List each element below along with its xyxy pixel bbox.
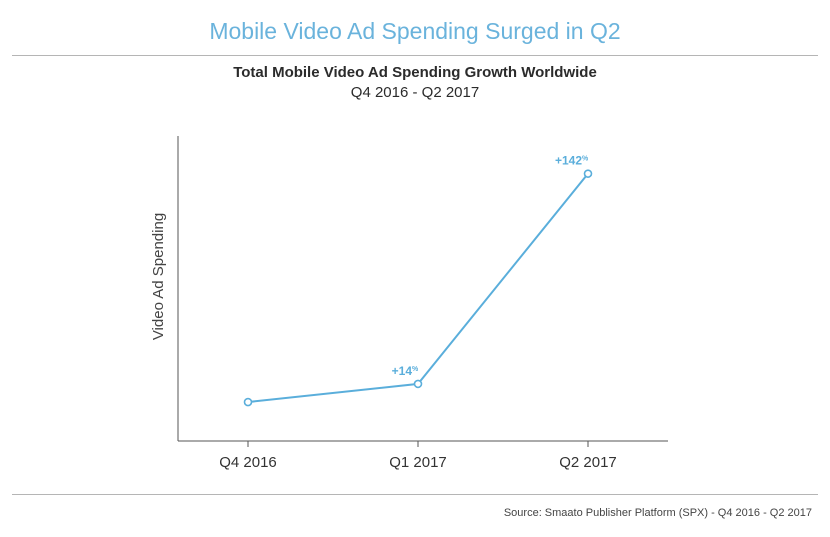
- data-label: +14: [392, 364, 413, 378]
- x-tick-label: Q1 2017: [389, 454, 447, 471]
- chart-subtitle: Q4 2016 - Q2 2017: [350, 84, 480, 101]
- data-label-unit: %: [412, 366, 419, 373]
- top-divider: [12, 55, 818, 56]
- data-point: [413, 379, 423, 389]
- y-axis-label: Video Ad Spending: [150, 213, 167, 340]
- chart-title: Total Mobile Video Ad Spending Growth Wo…: [233, 64, 597, 81]
- data-point: [243, 397, 253, 407]
- chart-marks: +14 %+142%: [243, 154, 593, 407]
- data-label: +142: [555, 154, 582, 168]
- headline: Mobile Video Ad Spending Surged in Q2: [209, 18, 621, 44]
- source-note: Source: Smaato Publisher Platform (SPX) …: [503, 507, 812, 519]
- axes: Q4 2016 Q1 2017 Q2 2017 Video Ad Spending: [150, 136, 668, 471]
- data-label-unit: %: [582, 156, 589, 163]
- data-point: [583, 169, 593, 178]
- bottom-divider: [12, 494, 818, 495]
- x-tick-label: Q4 2016: [219, 454, 277, 471]
- x-tick-label: Q2 2017: [559, 454, 617, 471]
